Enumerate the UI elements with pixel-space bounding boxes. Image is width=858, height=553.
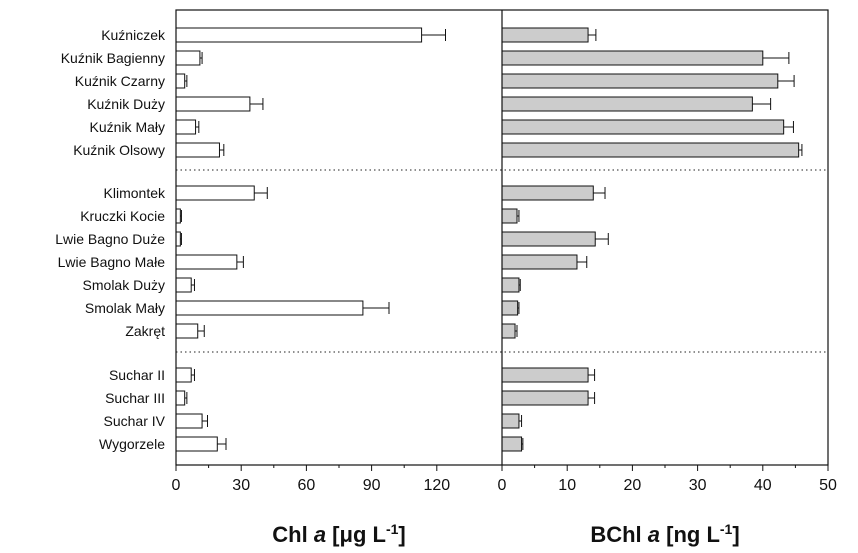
- category-label-smolak-duzy: Smolak Duży: [83, 277, 165, 293]
- bchl-a-tick-label-50: 50: [819, 477, 837, 494]
- bchl-a-tick-label-10: 10: [558, 477, 576, 494]
- chl-a-bar-kuznik-ma-y: [175, 119, 197, 135]
- bchl-a-panel: 0 10 20 30 40 50: [498, 27, 837, 494]
- bchl-a-bar-klimontek: [501, 185, 594, 201]
- category-label-lwie-bagno-ma-e: Lwie Bagno Małe: [58, 254, 166, 270]
- chl-a-bar-kruczki-kocie: [175, 208, 181, 224]
- bchl-a-bar-lwie-bagno-duze: [501, 231, 596, 247]
- category-label-suchar-ii: Suchar II: [109, 367, 165, 383]
- chl-a-bar-lwie-bagno-ma-e: [175, 254, 238, 270]
- chl-a-tick-label-30: 30: [232, 477, 250, 494]
- group-separators: [176, 169, 828, 353]
- chl-a-panel: 0 30 60 90 120: [172, 27, 450, 494]
- bchl-a-tick-label-20: 20: [624, 477, 642, 494]
- category-label-suchar-iv: Suchar IV: [104, 413, 166, 429]
- bchl-a-bar-kuznik-olsowy: [501, 142, 800, 158]
- bchl-a-bar-suchar-ii: [501, 367, 589, 383]
- bchl-a-tick-label-30: 30: [689, 477, 707, 494]
- chl-a-bar-smolak-ma-y: [175, 300, 364, 316]
- chl-a-bar-suchar-ii: [175, 367, 192, 383]
- bchl-a-bar-suchar-iii: [501, 390, 589, 406]
- chl-a-tick-label-120: 120: [423, 477, 450, 494]
- bchl-a-bar-wygorzele: [501, 436, 523, 452]
- category-label-kuznik-czarny: Kuźnik Czarny: [75, 73, 165, 89]
- bchl-a-bar-kuznik-czarny: [501, 73, 779, 89]
- category-label-smolak-ma-y: Smolak Mały: [85, 300, 165, 316]
- chl-a-bar-kuznik-duzy: [175, 96, 251, 112]
- bchl-a-bar-kuzniczek: [501, 27, 589, 43]
- category-label-klimontek: Klimontek: [104, 185, 166, 201]
- chl-a-bar-kuznik-olsowy: [175, 142, 220, 158]
- chl-a-bar-smolak-duzy: [175, 277, 192, 293]
- chl-a-bar-suchar-iii: [175, 390, 186, 406]
- chl-a-bar-kuzniczek: [175, 27, 423, 43]
- category-label-kuznik-bagienny: Kuźnik Bagienny: [61, 50, 165, 66]
- category-label-lwie-bagno-duze: Lwie Bagno Duże: [55, 231, 165, 247]
- bchl-a-bar-smolak-duzy: [501, 277, 520, 293]
- chl-a-bar-zakret: [175, 323, 199, 339]
- category-labels: Kuźniczek Kuźnik Bagienny Kuźnik Czarny Kuź…: [55, 27, 166, 452]
- bchl-a-bar-kuznik-bagienny: [501, 50, 764, 66]
- bchl-a-tick-label-0: 0: [498, 477, 507, 494]
- bchl-a-bar-kuznik-ma-y: [501, 119, 785, 135]
- bchl-a-bar-zakret: [501, 323, 516, 339]
- chl-a-bar-lwie-bagno-duze: [175, 231, 181, 247]
- x-axis-labels: Chl a [μg L-1] BChl a [ng L-1]: [272, 521, 739, 547]
- chl-a-bar-wygorzele: [175, 436, 218, 452]
- chl-a-tick-label-0: 0: [172, 477, 181, 494]
- category-label-zakret: Zakręt: [125, 323, 165, 339]
- chl-a-tick-label-60: 60: [298, 477, 316, 494]
- chl-a-axis-label: Chl a [μg L-1]: [272, 521, 405, 547]
- chl-a-bar-suchar-iv: [175, 413, 203, 429]
- category-label-kuznik-duzy: Kuźnik Duży: [87, 96, 165, 112]
- category-label-kruczki-kocie: Kruczki Kocie: [80, 208, 165, 224]
- category-label-wygorzele: Wygorzele: [99, 436, 165, 452]
- bchl-a-bar-smolak-ma-y: [501, 300, 519, 316]
- category-label-kuznik-olsowy: Kuźnik Olsowy: [73, 142, 165, 158]
- bchl-a-bar-suchar-iv: [501, 413, 520, 429]
- bchl-a-bar-kruczki-kocie: [501, 208, 518, 224]
- chl-a-bar-kuznik-bagienny: [175, 50, 201, 66]
- bchl-a-axis-label: BChl a [ng L-1]: [590, 521, 739, 547]
- bchl-a-bar-lwie-bagno-ma-e: [501, 254, 578, 270]
- chl-a-tick-label-90: 90: [363, 477, 381, 494]
- category-label-kuzniczek: Kuźniczek: [101, 27, 166, 43]
- category-label-kuznik-ma-y: Kuźnik Mały: [90, 119, 165, 135]
- chl-a-bar-kuznik-czarny: [175, 73, 186, 89]
- bchl-a-bar-kuznik-duzy: [501, 96, 753, 112]
- bchl-a-tick-label-40: 40: [754, 477, 772, 494]
- chl-a-bar-klimontek: [175, 185, 255, 201]
- category-label-suchar-iii: Suchar III: [105, 390, 165, 406]
